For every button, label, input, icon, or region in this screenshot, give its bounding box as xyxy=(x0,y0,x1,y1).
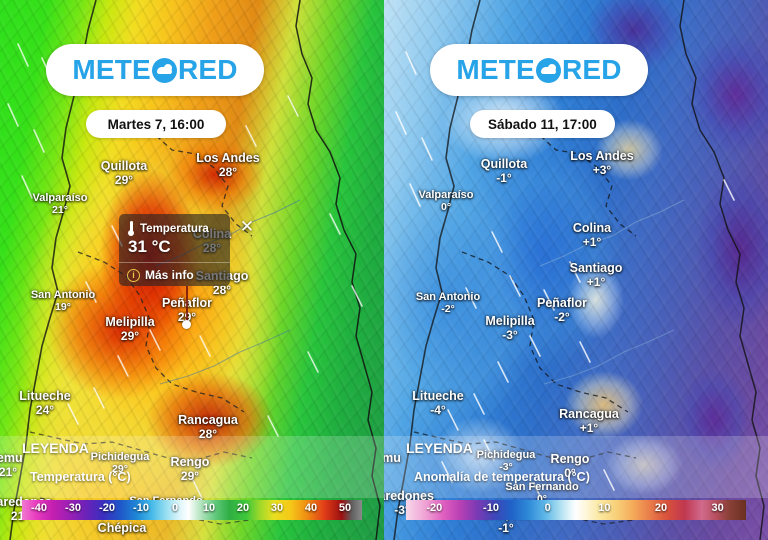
tooltip-label: Temperatura xyxy=(140,222,209,235)
colorbar-tick: -10 xyxy=(133,502,149,514)
colorbar-ticks-anomaly: -20 -10 0 10 20 30 xyxy=(406,500,746,520)
colorbar-gradient-anomaly xyxy=(406,500,746,520)
colorbar-tick: -10 xyxy=(483,502,499,514)
marker-leader-line xyxy=(186,286,188,322)
colorbar-tick: 0 xyxy=(544,502,551,514)
colorbar-tick: 20 xyxy=(654,502,668,514)
thermometer-icon xyxy=(127,221,135,236)
selected-point-marker[interactable] xyxy=(182,320,191,329)
logo-cloud-o-icon-right xyxy=(535,57,561,83)
colorbar-tick: -20 xyxy=(426,502,443,514)
panel-temperature: METE RED Martes 7, 16:00 Quillota 29° Los … xyxy=(0,0,384,540)
meteored-logo[interactable]: METE RED xyxy=(46,44,264,96)
logo-text-part2: RED xyxy=(177,54,238,85)
colorbar-tick: 50 xyxy=(338,502,352,514)
panel-anomaly: METE RED Sábado 11, 17:00 Quillota -1° Los… xyxy=(384,0,768,540)
legend-temperature: LEYENDA Temperatura (°C) -40 -30 -20 -10 0 10… xyxy=(0,436,384,520)
date-label-temperature[interactable]: Martes 7, 16:00 xyxy=(86,110,226,138)
legend-title-anomaly: LEYENDA xyxy=(406,440,473,456)
temperature-tooltip[interactable]: Temperatura 31 °C i Más info xyxy=(119,214,230,286)
colorbar-tick: 0 xyxy=(171,502,179,514)
colorbar-temperature: -40 -30 -20 -10 0 10 20 30 40 50 xyxy=(22,500,362,520)
colorbar-tick: 30 xyxy=(270,502,284,514)
colorbar-anomaly: -20 -10 0 10 20 30 xyxy=(406,500,746,520)
logo-text-right: METE RED xyxy=(456,54,621,86)
colorbar-tick: 10 xyxy=(598,502,611,514)
meteored-logo-right[interactable]: METE RED xyxy=(430,44,648,96)
logo-cloud-o-icon xyxy=(151,57,177,83)
legend-title: LEYENDA xyxy=(22,440,89,456)
more-info-label: Más info xyxy=(145,268,194,282)
tooltip-divider xyxy=(119,262,230,263)
colorbar-gradient xyxy=(22,500,362,520)
legend-subtitle: Temperatura (°C) xyxy=(30,470,131,484)
close-icon[interactable]: ✕ xyxy=(239,217,255,236)
logo-text-part1-right: METE xyxy=(456,54,535,85)
tooltip-label-row: Temperatura xyxy=(127,221,222,236)
map-vectors-right xyxy=(393,0,765,540)
logo-text: METE RED xyxy=(72,54,237,86)
logo-text-part2-right: RED xyxy=(561,54,622,85)
colorbar-tick: -20 xyxy=(99,502,115,514)
date-label-anomaly[interactable]: Sábado 11, 17:00 xyxy=(470,110,615,138)
colorbar-tick: 30 xyxy=(711,502,724,514)
colorbar-tick: -30 xyxy=(65,502,81,514)
more-info-button[interactable]: i Más info xyxy=(119,263,230,286)
colorbar-tick: 10 xyxy=(202,502,216,514)
tooltip-value: 31 °C xyxy=(128,237,171,256)
colorbar-tick: -40 xyxy=(31,502,47,514)
legend-subtitle-anomaly: Anomalía de temperatura (°C) xyxy=(414,470,590,484)
colorbar-ticks: -40 -30 -20 -10 0 10 20 30 40 50 xyxy=(22,500,362,520)
colorbar-tick: 20 xyxy=(236,502,250,514)
legend-anomaly: LEYENDA Anomalía de temperatura (°C) -20… xyxy=(384,436,768,520)
tooltip-main: Temperatura 31 °C xyxy=(119,214,230,260)
colorbar-tick: 40 xyxy=(304,502,318,514)
logo-text-part1: METE xyxy=(72,54,151,85)
info-icon: i xyxy=(127,268,140,282)
